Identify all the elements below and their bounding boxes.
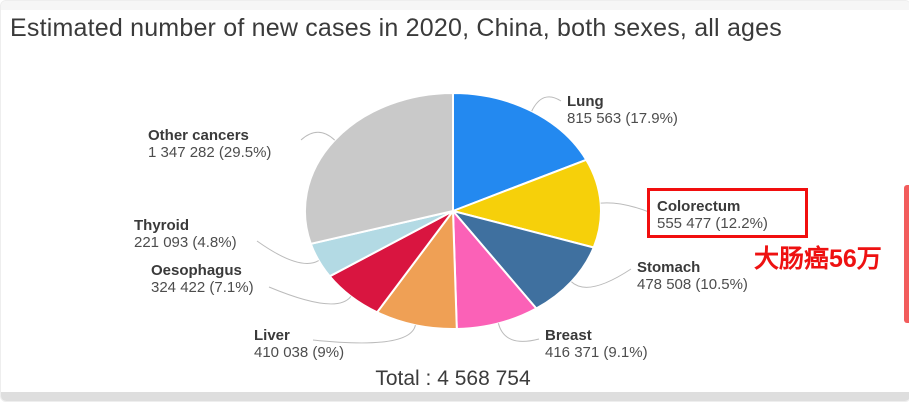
pie-label-breast: Breast 416 371 (9.1%) [545,327,648,361]
leader-line-breast [497,323,540,342]
pie-label-name: Stomach [637,259,701,276]
pie-label-other-cancers: Other cancers 1 347 282 (29.5%) [148,127,271,161]
right-edge-red-artifact [904,185,909,323]
pie-label-name: Lung [567,93,604,110]
leader-line-oesophagus [268,286,352,305]
pie-slice-colorectum[interactable] [449,158,602,249]
pie-label-name: Liver [254,327,290,344]
pie-label-name: Thyroid [134,217,189,234]
pie-label-colorectum: Colorectum 555 477 (12.2%) [657,198,768,232]
total-label: Total : 4 568 754 [375,367,531,390]
bottom-strip [1,392,909,401]
pie-slice-stomach[interactable] [450,209,596,310]
pie-slice-lung[interactable] [452,91,588,213]
pie-label-value: 324 422 (7.1%) [151,279,254,296]
leader-line-lung [531,96,562,112]
pie-label-value: 416 371 (9.1%) [545,344,648,361]
pie-label-value: 555 477 (12.2%) [657,215,768,232]
leader-line-liver [312,324,416,344]
pie-slice-liver[interactable] [375,208,458,331]
pie-label-value: 815 563 (17.9%) [567,110,678,127]
pie-label-name: Other cancers [148,127,249,144]
leader-line-other-cancers [300,131,336,141]
chart-title: Estimated number of new cases in 2020, C… [10,14,782,42]
pie-label-value: 1 347 282 (29.5%) [148,144,272,161]
pie-label-name: Breast [545,327,592,344]
pie-label-lung: Lung 815 563 (17.9%) [567,93,678,127]
leader-line-thyroid [256,240,319,264]
pie-label-value: 478 508 (10.5%) [637,276,748,293]
leader-line-stomach [571,268,632,288]
top-strip [1,1,909,10]
pie-label-value: 410 038 (9%) [254,344,345,361]
pie-label-liver: Liver 410 038 (9%) [254,327,344,361]
pie-label-oesophagus: Oesophagus 324 422 (7.1%) [151,262,254,296]
pie-label-stomach: Stomach 478 508 (10.5%) [637,259,748,293]
pie-label-name: Colorectum [657,198,741,215]
pie-slice-breast[interactable] [451,208,538,331]
colorectum-annotation-text: 大肠癌56万 [754,245,882,273]
leader-line-colorectum [600,202,650,213]
pie-label-thyroid: Thyroid 221 093 (4.8%) [134,217,237,251]
colorectum-highlight-box [647,188,808,238]
pie-label-name: Oesophagus [151,262,242,279]
pie-label-value: 221 093 (4.8%) [134,234,237,251]
